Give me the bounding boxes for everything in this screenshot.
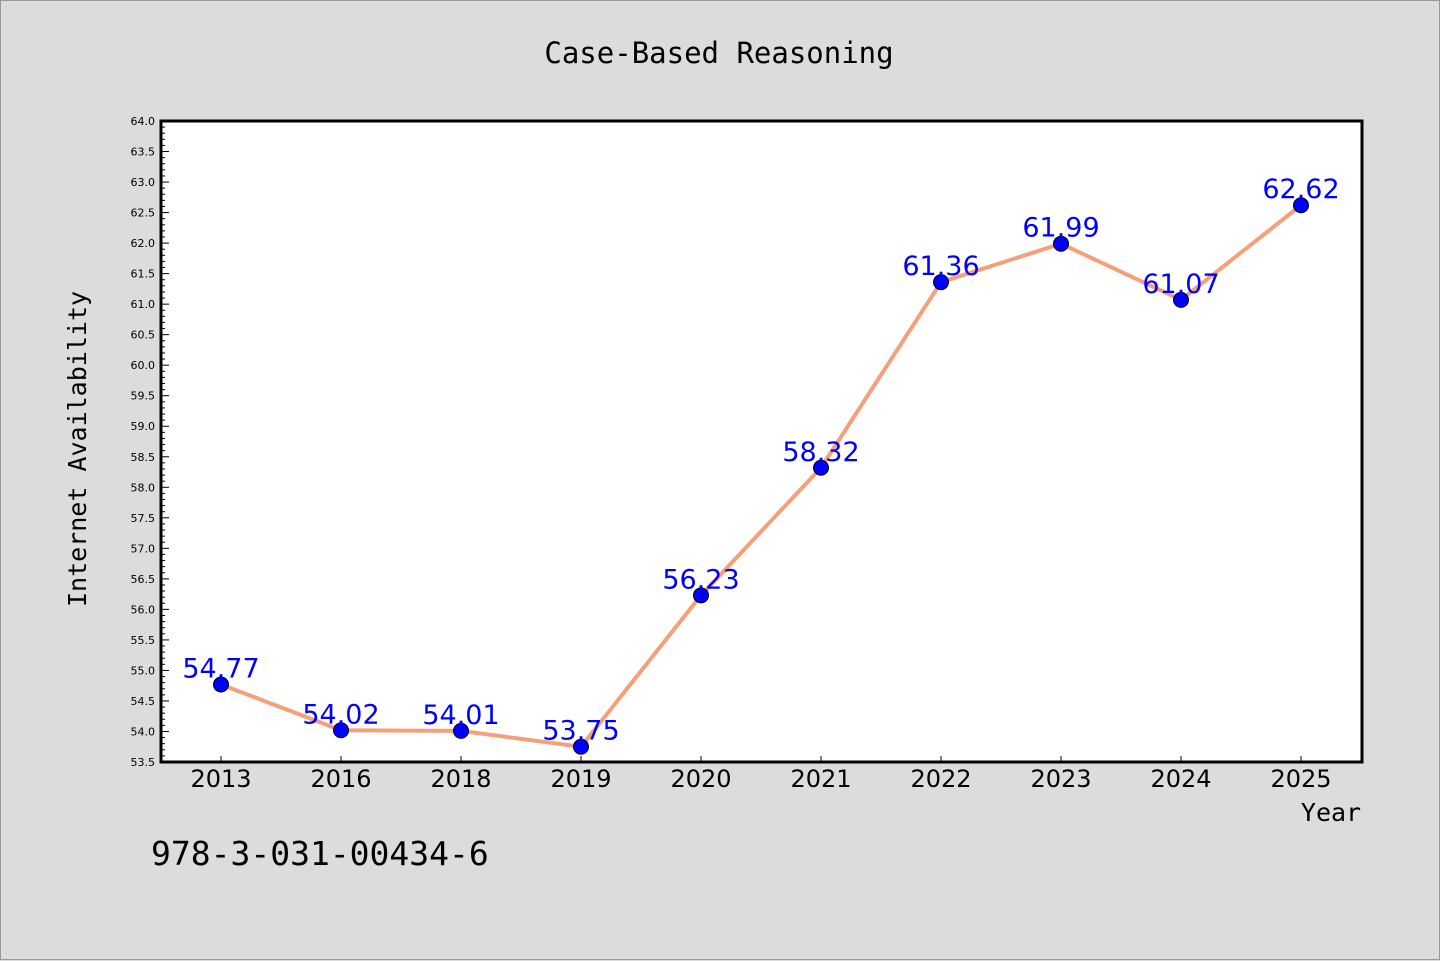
data-labels: 54.77 54.02 54.01 53.75 56.23 58.32 61.36 61.99… bbox=[182, 174, 1339, 746]
y-tick-label: 53.5 bbox=[131, 756, 156, 769]
y-tick-label: 58.5 bbox=[131, 451, 156, 464]
y-axis-ticks: 53.5 54.0 54.5 55.0 55.5 56.0 56.5 57.0 57.5 58.0… bbox=[131, 115, 169, 769]
data-value-label: 61.36 bbox=[902, 251, 979, 282]
data-point-marker bbox=[453, 722, 469, 739]
x-tick-label: 2020 bbox=[670, 765, 731, 793]
y-tick-label: 62.0 bbox=[131, 237, 156, 250]
x-tick-label: 2018 bbox=[430, 765, 491, 793]
y-tick-label: 62.5 bbox=[131, 207, 156, 220]
y-tick-label: 54.5 bbox=[131, 695, 156, 708]
y-tick-label: 64.0 bbox=[131, 115, 156, 128]
y-tick-label: 55.5 bbox=[131, 634, 156, 647]
y-tick-label: 59.0 bbox=[131, 420, 156, 433]
y-tick-label: 57.5 bbox=[131, 512, 156, 525]
y-tick-label: 59.5 bbox=[131, 390, 156, 403]
y-tick-label: 55.0 bbox=[131, 664, 156, 677]
x-tick-label: 2024 bbox=[1150, 765, 1211, 793]
data-value-label: 61.99 bbox=[1022, 213, 1099, 244]
data-point-marker bbox=[813, 459, 829, 476]
data-point-marker bbox=[333, 722, 349, 739]
data-point-marker bbox=[933, 274, 949, 291]
data-value-label: 54.01 bbox=[422, 700, 499, 731]
y-tick-label: 63.0 bbox=[131, 176, 156, 189]
x-tick-label: 2025 bbox=[1270, 765, 1331, 793]
y-tick-label: 57.0 bbox=[131, 542, 156, 555]
data-markers bbox=[213, 197, 1309, 755]
x-tick-label: 2019 bbox=[550, 765, 611, 793]
data-value-label: 56.23 bbox=[662, 564, 739, 595]
x-tick-label: 2013 bbox=[190, 765, 251, 793]
data-value-label: 58.32 bbox=[782, 437, 859, 468]
data-point-marker bbox=[1173, 291, 1189, 308]
y-tick-label: 61.0 bbox=[131, 298, 156, 311]
x-tick-label: 2023 bbox=[1030, 765, 1091, 793]
data-point-marker bbox=[213, 676, 229, 693]
chart-title: Case-Based Reasoning bbox=[544, 36, 893, 70]
y-tick-label: 60.5 bbox=[131, 329, 156, 342]
data-value-label: 61.07 bbox=[1142, 269, 1219, 300]
data-value-label: 62.62 bbox=[1262, 174, 1339, 205]
y-tick-label: 54.0 bbox=[131, 725, 156, 738]
data-value-label: 54.02 bbox=[302, 699, 379, 730]
x-tick-label: 2016 bbox=[310, 765, 371, 793]
x-axis-ticks: 2013 2016 2018 2019 2020 2021 2022 2023 2024 2025 bbox=[190, 756, 1332, 793]
x-axis-title: Year bbox=[1301, 798, 1361, 827]
footnote-text: 978-3-031-00434-6 bbox=[151, 834, 489, 873]
y-tick-label: 56.0 bbox=[131, 603, 156, 616]
y-tick-label: 58.0 bbox=[131, 481, 156, 494]
y-tick-label: 63.5 bbox=[131, 146, 156, 159]
y-tick-label: 56.5 bbox=[131, 573, 156, 586]
data-value-label: 54.77 bbox=[182, 653, 259, 684]
y-tick-label: 61.5 bbox=[131, 268, 156, 281]
data-point-marker bbox=[573, 738, 589, 755]
y-axis-title: Internet Availability bbox=[63, 291, 92, 607]
series-line bbox=[220, 203, 1303, 749]
x-tick-label: 2021 bbox=[790, 765, 851, 793]
data-point-marker bbox=[1293, 197, 1309, 214]
data-point-marker bbox=[1053, 235, 1069, 252]
data-point-marker bbox=[693, 587, 709, 604]
data-value-label: 53.75 bbox=[542, 716, 619, 747]
y-tick-label: 60.0 bbox=[131, 359, 156, 372]
x-tick-label: 2022 bbox=[910, 765, 971, 793]
plot-area bbox=[159, 119, 1364, 764]
